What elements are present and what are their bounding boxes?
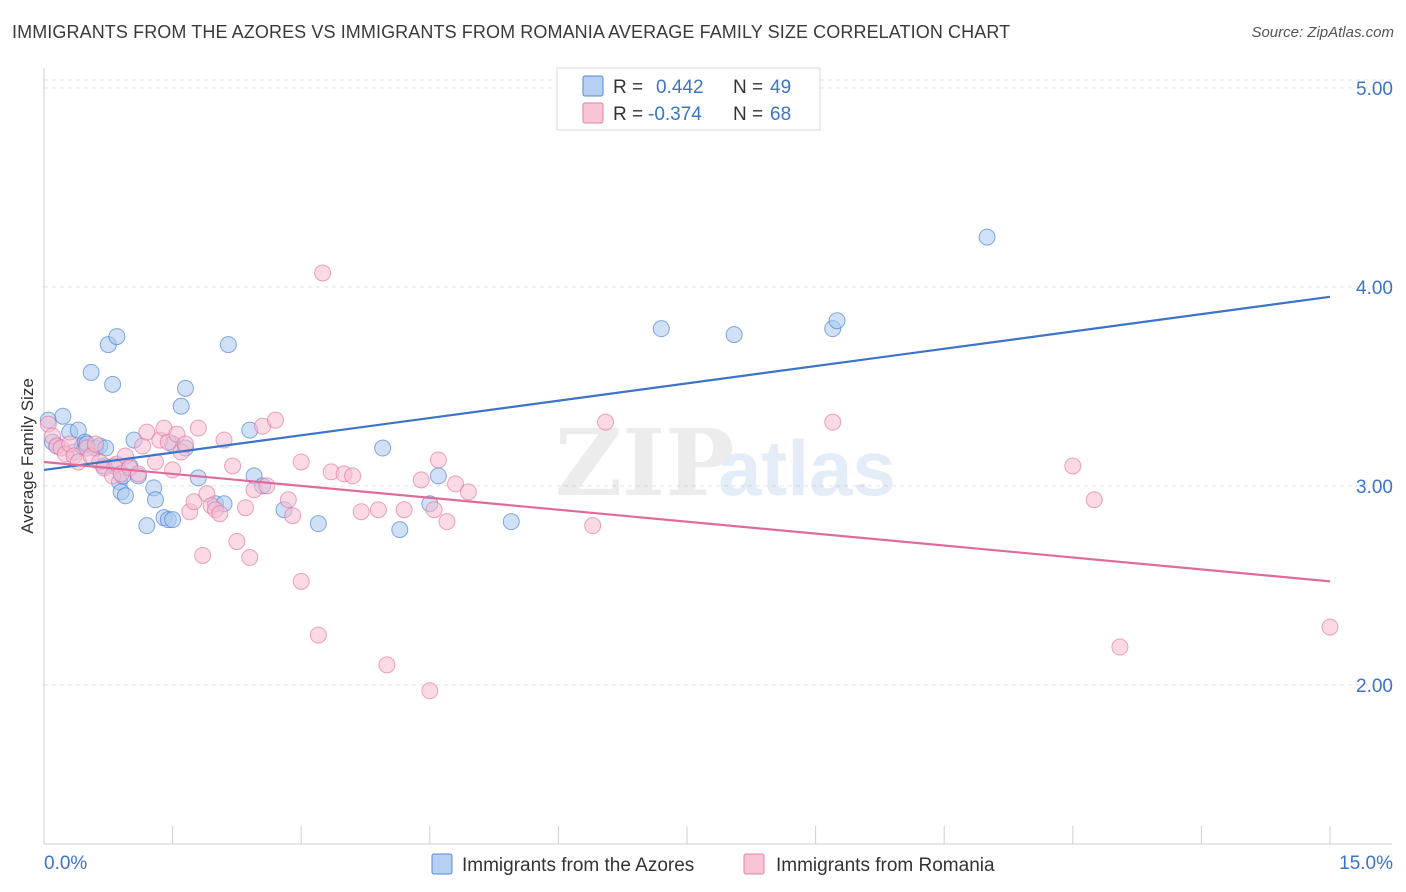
point-romania-18 bbox=[129, 465, 147, 483]
point-romania-64 bbox=[447, 475, 465, 493]
point-azores-39 bbox=[219, 336, 237, 354]
y-tick-label-0: 2.00 bbox=[1356, 676, 1393, 697]
point-romania-46 bbox=[279, 491, 297, 509]
legend-label-azores: Immigrants from the Azores bbox=[462, 855, 694, 876]
point-azores-46 bbox=[391, 521, 409, 539]
point-romania-30 bbox=[185, 493, 203, 511]
point-romania-28 bbox=[176, 435, 194, 453]
point-romania-32 bbox=[194, 546, 212, 564]
point-romania-40 bbox=[236, 499, 254, 517]
point-romania-47 bbox=[284, 507, 302, 525]
stats-swatch-azores bbox=[582, 75, 604, 97]
x-tick-labels: 0.0% 15.0% bbox=[44, 853, 1393, 874]
point-azores-49 bbox=[502, 513, 520, 531]
point-romania-72 bbox=[1321, 618, 1339, 636]
y-tick-label-1: 3.00 bbox=[1356, 477, 1393, 498]
point-azores-34 bbox=[176, 379, 194, 397]
point-romania-39 bbox=[228, 533, 246, 551]
point-romania-49 bbox=[292, 572, 310, 590]
series-romania-points bbox=[39, 264, 1339, 700]
point-romania-67 bbox=[597, 413, 615, 431]
point-romania-50 bbox=[309, 626, 327, 644]
point-romania-65 bbox=[459, 483, 477, 501]
point-romania-68 bbox=[824, 413, 842, 431]
watermark-atlas: atlas bbox=[718, 424, 896, 512]
point-azores-10 bbox=[82, 363, 100, 381]
point-azores-22 bbox=[116, 487, 134, 505]
point-romania-10 bbox=[86, 435, 104, 453]
point-romania-66 bbox=[584, 517, 602, 535]
source-label: Source: ZipAtlas.com bbox=[1251, 24, 1394, 41]
chart-title: IMMIGRANTS FROM THE AZORES VS IMMIGRANTS… bbox=[12, 22, 1011, 42]
stats-n-value-romania: 68 bbox=[770, 104, 791, 125]
trend-line-azores bbox=[43, 295, 1331, 472]
point-azores-48 bbox=[429, 467, 447, 485]
point-romania-36 bbox=[211, 505, 229, 523]
watermark-zip: ZIP bbox=[555, 409, 734, 517]
bottom-legend: Immigrants from the Azores Immigrants fr… bbox=[431, 853, 995, 876]
point-romania-44 bbox=[258, 477, 276, 495]
point-romania-38 bbox=[224, 457, 242, 475]
point-romania-58 bbox=[395, 501, 413, 519]
point-romania-70 bbox=[1085, 491, 1103, 509]
x-tick-label-0: 0.0% bbox=[44, 853, 87, 874]
stats-r-value-romania: -0.374 bbox=[648, 104, 702, 125]
grid-lines bbox=[44, 79, 1392, 686]
point-romania-41 bbox=[241, 548, 259, 566]
stats-swatch-romania bbox=[582, 102, 604, 124]
point-romania-60 bbox=[421, 682, 439, 700]
point-azores-45 bbox=[374, 439, 392, 457]
point-azores-54 bbox=[978, 228, 996, 246]
x-ticks bbox=[43, 826, 1331, 844]
stats-legend: R = 0.442 N = 49 R = -0.374 N = 68 bbox=[556, 67, 821, 131]
point-azores-50 bbox=[652, 320, 670, 338]
point-romania-31 bbox=[189, 419, 207, 437]
y-tick-label-3: 5.00 bbox=[1356, 79, 1393, 100]
y-tick-labels: 2.00 3.00 4.00 5.00 bbox=[1356, 79, 1393, 697]
stats-n-value-azores: 49 bbox=[770, 77, 791, 98]
stats-n-label-romania: N = bbox=[733, 104, 763, 125]
point-romania-63 bbox=[438, 513, 456, 531]
legend-swatch-azores bbox=[431, 853, 453, 875]
point-romania-59 bbox=[412, 471, 430, 489]
point-azores-31 bbox=[164, 511, 182, 529]
point-azores-16 bbox=[104, 375, 122, 393]
point-azores-44 bbox=[309, 515, 327, 533]
point-romania-48 bbox=[292, 453, 310, 471]
point-azores-26 bbox=[138, 517, 156, 535]
y-axis-title: Average Family Size bbox=[18, 378, 37, 534]
legend-swatch-romania bbox=[743, 853, 765, 875]
point-romania-69 bbox=[1064, 457, 1082, 475]
legend-label-romania: Immigrants from Romania bbox=[776, 855, 995, 876]
point-romania-20 bbox=[138, 423, 156, 441]
stats-n-label-azores: N = bbox=[733, 77, 763, 98]
point-romania-57 bbox=[378, 656, 396, 674]
point-romania-61 bbox=[425, 501, 443, 519]
point-romania-55 bbox=[352, 503, 370, 521]
point-romania-54 bbox=[344, 467, 362, 485]
point-romania-51 bbox=[314, 264, 332, 282]
point-azores-3 bbox=[54, 407, 72, 425]
point-azores-28 bbox=[146, 491, 164, 509]
point-azores-51 bbox=[725, 326, 743, 344]
point-romania-71 bbox=[1111, 638, 1129, 656]
point-romania-45 bbox=[266, 411, 284, 429]
stats-r-value-azores: 0.442 bbox=[656, 77, 704, 98]
stats-r-label-romania: R = bbox=[613, 104, 643, 125]
trend-line-romania bbox=[43, 460, 1331, 583]
point-azores-53 bbox=[828, 312, 846, 330]
y-tick-label-2: 4.00 bbox=[1356, 278, 1393, 299]
watermark: ZIP atlas bbox=[555, 409, 896, 517]
point-azores-33 bbox=[172, 397, 190, 415]
axes bbox=[43, 68, 1392, 845]
stats-r-label-azores: R = bbox=[613, 77, 643, 98]
trend-lines bbox=[43, 295, 1331, 583]
x-tick-label-1: 15.0% bbox=[1339, 853, 1393, 874]
point-romania-56 bbox=[369, 501, 387, 519]
point-romania-62 bbox=[429, 451, 447, 469]
point-azores-18 bbox=[108, 328, 126, 346]
